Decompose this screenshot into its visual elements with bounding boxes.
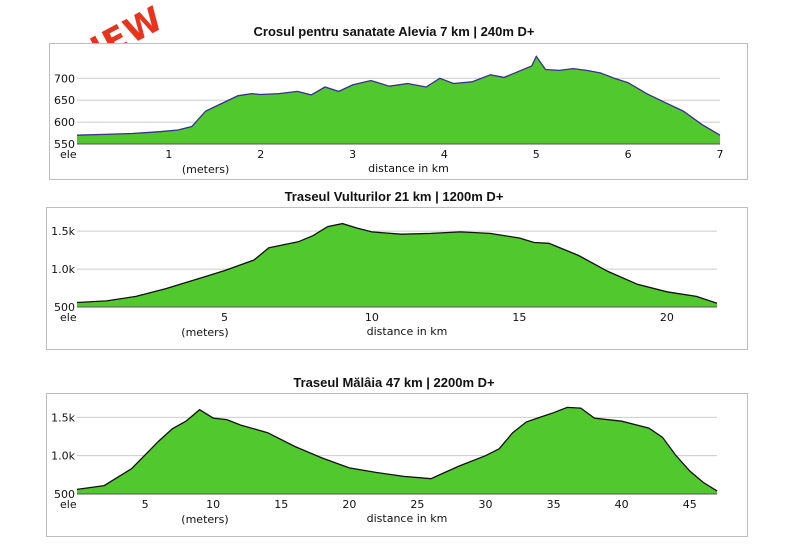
x-tick-label: 2 (257, 148, 264, 161)
x-tick-label: 3 (349, 148, 356, 161)
x-tick-label: 35 (547, 498, 561, 511)
chart-panel-1: 550 600 650 700 1 2 3 4 5 6 7 ele (meters) distance i… (49, 43, 748, 180)
elevation-line (76, 55, 721, 136)
x-tick-label: 5 (221, 311, 228, 324)
chart-title-2: Traseul Vulturilor 21 km | 1200m D+ (284, 189, 504, 204)
x-tick-label: 15 (512, 311, 526, 324)
y-axis-label: ele (60, 148, 77, 161)
x-tick-label: 15 (274, 498, 288, 511)
x-axis-label: distance in km (368, 162, 449, 175)
y-tick-label: 1.0k (51, 263, 75, 276)
y-tick-label: 1.0k (51, 450, 75, 463)
x-tick-label: 25 (410, 498, 424, 511)
elevation-area (77, 223, 717, 307)
elevation-area (77, 407, 717, 494)
y-tick-label: 1.5k (51, 411, 75, 424)
chart-title-3: Traseul Mălâia 47 km | 2200m D+ (293, 375, 495, 390)
elevation-chart-3: 500 1.0k 1.5k 5 10 15 20 25 30 35 40 45 ele (meters) d… (51, 406, 718, 526)
x-tick-label: 20 (342, 498, 356, 511)
y-tick-label: 550 (54, 138, 75, 151)
y-axis-label: ele (60, 498, 77, 511)
x-tick-label: 10 (365, 311, 379, 324)
chart-panel-2: 500 1.0k 1.5k 5 10 15 20 ele (meters) distance in… (46, 207, 748, 350)
y-axis-label: ele (60, 311, 77, 324)
elevation-line (76, 406, 718, 492)
elevation-area (77, 56, 720, 144)
y-tick-label: 700 (54, 72, 75, 85)
x-tick-label: 20 (660, 311, 674, 324)
y-unit-label: (meters) (181, 513, 228, 526)
y-unit-label: (meters) (181, 326, 228, 339)
elevation-chart-2: 500 1.0k 1.5k 5 10 15 20 ele (meters) distance in… (51, 222, 718, 339)
x-tick-label: 30 (479, 498, 493, 511)
y-tick-label: 500 (54, 301, 75, 314)
x-axis-label: distance in km (367, 512, 448, 525)
x-tick-label: 6 (625, 148, 632, 161)
y-tick-label: 500 (54, 488, 75, 501)
y-unit-label: (meters) (182, 163, 229, 176)
chart-panel-3: 500 1.0k 1.5k 5 10 15 20 25 30 35 40 45 ele (meters) d… (46, 393, 748, 537)
y-tick-label: 1.5k (51, 225, 75, 238)
x-tick-label: 7 (717, 148, 724, 161)
y-tick-label: 650 (54, 94, 75, 107)
elevation-chart-1: 550 600 650 700 1 2 3 4 5 6 7 ele (meters) distance i… (54, 55, 724, 176)
chart-title-1: Crosul pentru sanatate Alevia 7 km | 240… (253, 24, 535, 39)
elevation-line (76, 222, 718, 304)
x-axis-label: distance in km (367, 325, 448, 338)
x-tick-label: 5 (533, 148, 540, 161)
x-tick-label: 1 (165, 148, 172, 161)
x-tick-label: 5 (142, 498, 149, 511)
y-tick-label: 600 (54, 116, 75, 129)
x-tick-label: 4 (441, 148, 448, 161)
x-tick-label: 40 (615, 498, 629, 511)
x-tick-label: 10 (206, 498, 220, 511)
x-tick-label: 45 (683, 498, 697, 511)
